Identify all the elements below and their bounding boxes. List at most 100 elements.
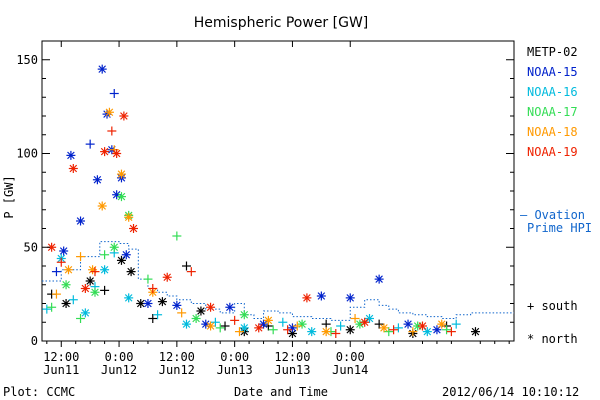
point-metp-02-10 xyxy=(196,306,206,316)
point-noaa-19-8 xyxy=(119,111,129,121)
point-noaa-19-20 xyxy=(389,325,399,335)
point-noaa-18-3 xyxy=(88,265,98,275)
footer-credit: Plot: CCMC xyxy=(3,385,75,399)
point-noaa-16-3 xyxy=(80,308,90,318)
y-axis-label: P [GW] xyxy=(2,175,16,218)
point-noaa-18-2 xyxy=(76,252,86,262)
point-metp-02-16 xyxy=(345,325,355,335)
point-noaa-19-2 xyxy=(68,164,78,173)
point-noaa-15-14 xyxy=(172,300,182,310)
y-tick-label-0: 0 xyxy=(31,334,38,348)
chart-title: Hemispheric Power [GW] xyxy=(194,15,369,31)
point-noaa-15-20 xyxy=(345,293,355,303)
legend-marker-north: * north xyxy=(527,332,578,346)
legend-metp-02: METP-02 xyxy=(527,45,578,59)
point-noaa-19-16 xyxy=(283,325,293,335)
point-noaa-18-11 xyxy=(206,321,216,331)
point-noaa-17-11 xyxy=(215,323,225,333)
point-noaa-17-19 xyxy=(442,325,452,335)
point-noaa-19-9 xyxy=(129,224,139,233)
legend-noaa-19: NOAA-19 xyxy=(527,145,578,159)
legend-ovation-line1: — Ovation xyxy=(520,208,585,222)
legend-noaa-17: NOAA-17 xyxy=(527,105,578,119)
point-noaa-18-10 xyxy=(177,308,187,318)
point-noaa-16-5 xyxy=(100,265,110,275)
point-noaa-16-9 xyxy=(181,319,191,329)
point-noaa-16-0 xyxy=(42,304,52,314)
x-tick-time-0: 12:00 xyxy=(43,350,79,364)
point-noaa-19-15 xyxy=(254,323,264,333)
point-noaa-17-10 xyxy=(191,314,201,323)
y-tick-label-100: 100 xyxy=(16,147,38,161)
point-noaa-17-9 xyxy=(172,231,182,241)
point-noaa-16-11 xyxy=(239,323,249,333)
legend-noaa-18: NOAA-18 xyxy=(527,125,578,139)
point-metp-02-17 xyxy=(374,319,384,329)
point-noaa-19-4 xyxy=(90,267,100,277)
point-noaa-19-21 xyxy=(417,321,427,331)
point-noaa-17-17 xyxy=(384,327,394,337)
point-noaa-16-2 xyxy=(68,295,78,305)
point-noaa-16-18 xyxy=(451,319,461,329)
x-tick-date-2: Jun12 xyxy=(159,363,195,377)
point-noaa-15-13 xyxy=(143,299,153,308)
point-metp-02-9 xyxy=(181,261,191,271)
point-noaa-17-5 xyxy=(109,242,119,252)
x-tick-date-3: Jun13 xyxy=(217,363,253,377)
point-noaa-18-17 xyxy=(379,323,389,333)
point-noaa-19-6 xyxy=(107,126,117,136)
point-noaa-15-4 xyxy=(85,139,95,149)
point-noaa-16-15 xyxy=(365,314,375,323)
point-noaa-15-18 xyxy=(287,323,297,333)
point-noaa-18-12 xyxy=(234,327,244,337)
point-noaa-19-10 xyxy=(148,284,158,293)
point-noaa-18-13 xyxy=(263,315,273,325)
point-noaa-16-12 xyxy=(278,317,288,327)
point-metp-02-2 xyxy=(85,276,95,286)
x-tick-time-2: 12:00 xyxy=(159,350,195,364)
x-tick-time-1: 0:00 xyxy=(105,350,134,364)
point-noaa-16-13 xyxy=(307,327,317,337)
point-metp-02-1 xyxy=(61,299,71,308)
point-noaa-18-0 xyxy=(51,289,61,299)
point-noaa-15-2 xyxy=(66,150,76,160)
point-noaa-16-10 xyxy=(210,317,220,327)
point-noaa-17-0 xyxy=(47,302,57,312)
point-noaa-18-1 xyxy=(63,265,73,275)
x-axis-label: Date and Time xyxy=(234,385,328,399)
point-noaa-18-14 xyxy=(292,321,302,331)
point-noaa-15-12 xyxy=(121,250,131,260)
point-noaa-16-7 xyxy=(124,293,134,303)
y-tick-label-150: 150 xyxy=(16,53,38,67)
point-noaa-19-1 xyxy=(56,257,66,267)
point-noaa-15-6 xyxy=(97,64,107,74)
point-noaa-17-12 xyxy=(239,310,249,320)
point-noaa-18-18 xyxy=(408,327,418,337)
x-tick-time-3: 0:00 xyxy=(220,350,249,364)
point-noaa-17-13 xyxy=(268,325,278,335)
point-noaa-16-14 xyxy=(336,321,346,331)
point-metp-02-6 xyxy=(136,299,146,308)
point-noaa-15-19 xyxy=(316,291,326,301)
point-metp-02-3 xyxy=(100,285,110,295)
point-noaa-17-14 xyxy=(297,319,307,329)
point-noaa-17-4 xyxy=(100,250,110,260)
point-noaa-17-2 xyxy=(76,314,86,323)
x-tick-date-5: Jun14 xyxy=(332,363,368,377)
x-tick-date-0: Jun11 xyxy=(43,363,79,377)
point-noaa-19-13 xyxy=(206,302,216,312)
point-noaa-18-5 xyxy=(104,107,114,117)
point-noaa-18-19 xyxy=(437,319,447,329)
x-tick-time-5: 0:00 xyxy=(336,350,365,364)
point-metp-02-7 xyxy=(148,314,158,323)
point-metp-02-5 xyxy=(126,267,136,277)
point-noaa-17-3 xyxy=(90,287,100,297)
point-metp-02-20 xyxy=(470,327,480,337)
point-noaa-19-18 xyxy=(331,329,341,338)
point-noaa-19-3 xyxy=(80,284,90,293)
legend-ovation-line2: Prime HPI xyxy=(527,221,592,235)
legend: METP-02 NOAA-15 NOAA-16 NOAA-17 NOAA-18 NOAA-… xyxy=(520,45,592,346)
point-noaa-18-7 xyxy=(116,169,126,179)
point-noaa-15-21 xyxy=(374,274,384,284)
